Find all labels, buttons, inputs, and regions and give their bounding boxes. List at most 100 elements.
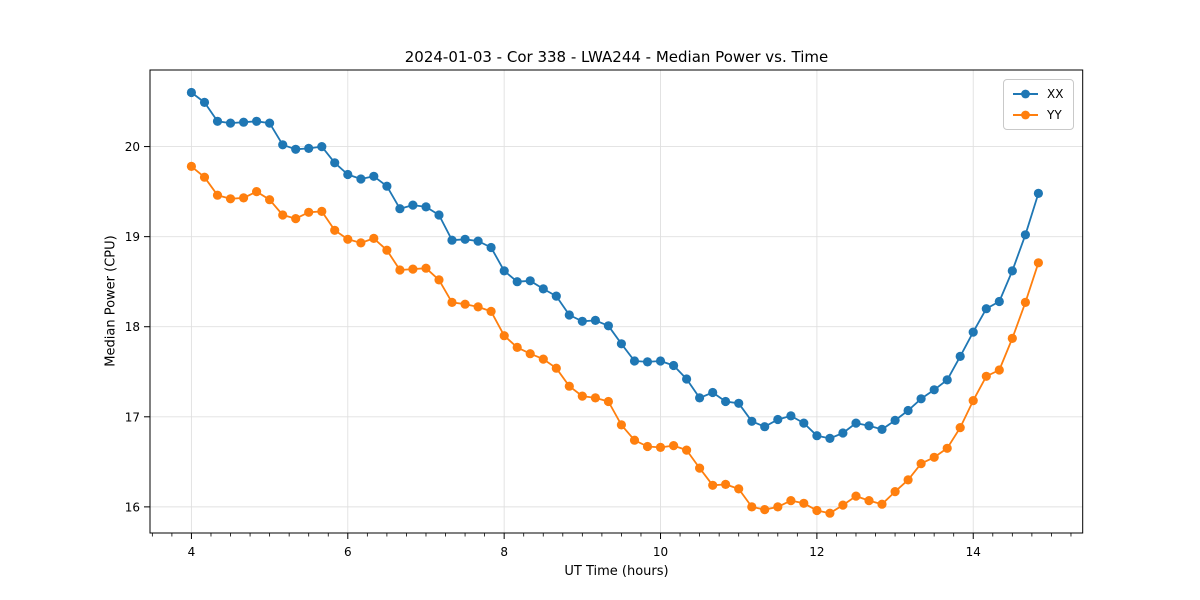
data-point-yy bbox=[395, 265, 405, 275]
data-point-xx bbox=[590, 315, 601, 325]
data-point-yy bbox=[864, 496, 874, 506]
legend-label-xx: XX bbox=[1047, 87, 1064, 101]
data-point-yy bbox=[590, 393, 601, 403]
data-point-xx bbox=[603, 321, 614, 331]
data-point-xx bbox=[369, 171, 379, 181]
data-point-yy bbox=[877, 499, 887, 509]
data-point-yy bbox=[616, 420, 627, 430]
y-tick-label: 20 bbox=[125, 140, 140, 154]
data-point-yy bbox=[1033, 258, 1043, 268]
data-point-yy bbox=[1007, 333, 1017, 343]
data-point-yy bbox=[968, 396, 978, 406]
data-point-yy bbox=[382, 245, 392, 255]
data-point-xx bbox=[1020, 230, 1030, 240]
data-point-xx bbox=[655, 356, 666, 366]
data-point-xx bbox=[786, 411, 796, 421]
data-point-yy bbox=[356, 238, 366, 248]
data-point-yy bbox=[981, 371, 991, 381]
data-point-xx bbox=[695, 393, 705, 403]
data-point-yy bbox=[408, 264, 418, 274]
series-yy-line bbox=[190, 165, 1040, 515]
data-point-yy bbox=[304, 207, 314, 217]
data-point-yy bbox=[212, 190, 223, 200]
data-point-yy bbox=[577, 391, 587, 401]
data-point-xx bbox=[773, 414, 783, 425]
data-point-xx bbox=[968, 327, 978, 337]
data-point-xx bbox=[721, 396, 731, 407]
data-point-xx bbox=[551, 291, 561, 301]
data-point-yy bbox=[460, 299, 470, 309]
data-point-yy bbox=[499, 331, 509, 341]
x-axis-label: UT Time (hours) bbox=[564, 564, 669, 579]
data-point-yy bbox=[786, 496, 796, 506]
data-point-xx bbox=[564, 310, 574, 320]
data-point-yy bbox=[278, 210, 288, 220]
data-point-yy bbox=[734, 484, 744, 494]
x-tick-label: 12 bbox=[809, 545, 824, 559]
x-tick-label: 4 bbox=[188, 545, 196, 559]
data-point-yy bbox=[1020, 297, 1030, 307]
data-point-xx bbox=[929, 385, 939, 395]
data-point-xx bbox=[812, 431, 822, 441]
data-point-xx bbox=[304, 143, 314, 153]
legend-line-marker-icon bbox=[1013, 110, 1038, 120]
data-point-xx bbox=[682, 374, 692, 384]
data-point-xx bbox=[942, 375, 952, 385]
data-point-xx bbox=[864, 421, 874, 431]
data-point-xx bbox=[747, 416, 757, 426]
data-point-xx bbox=[669, 360, 679, 371]
data-point-xx bbox=[186, 87, 196, 98]
data-point-xx bbox=[330, 158, 340, 168]
data-point-xx bbox=[382, 181, 392, 191]
data-point-xx bbox=[317, 142, 327, 152]
data-point-yy bbox=[343, 234, 353, 244]
data-point-xx bbox=[838, 428, 848, 438]
data-point-yy bbox=[551, 363, 561, 373]
data-point-yy bbox=[747, 502, 757, 512]
data-point-yy bbox=[825, 508, 835, 518]
data-point-xx bbox=[708, 387, 718, 398]
data-point-xx bbox=[760, 422, 770, 432]
data-point-yy bbox=[929, 452, 939, 462]
data-point-xx bbox=[629, 356, 640, 366]
data-point-xx bbox=[395, 204, 405, 214]
data-point-xx bbox=[278, 140, 288, 150]
data-point-yy bbox=[669, 441, 679, 451]
data-point-xx bbox=[577, 316, 587, 326]
data-point-xx bbox=[199, 97, 210, 107]
data-point-yy bbox=[773, 502, 783, 512]
data-point-yy bbox=[721, 479, 731, 489]
data-point-xx bbox=[473, 236, 483, 246]
data-point-xx bbox=[799, 418, 809, 428]
data-point-xx bbox=[955, 351, 965, 361]
data-point-yy bbox=[695, 463, 705, 473]
y-tick-label: 17 bbox=[125, 410, 140, 424]
data-point-yy bbox=[603, 396, 614, 407]
data-point-yy bbox=[434, 275, 444, 285]
data-point-yy bbox=[186, 161, 196, 171]
data-point-yy bbox=[512, 342, 522, 352]
data-point-yy bbox=[421, 263, 431, 273]
data-point-xx bbox=[538, 284, 548, 294]
data-point-yy bbox=[291, 214, 301, 224]
data-point-yy bbox=[239, 193, 249, 203]
data-point-yy bbox=[330, 225, 340, 235]
data-point-xx bbox=[642, 357, 653, 367]
data-point-xx bbox=[356, 174, 366, 184]
data-point-yy bbox=[629, 435, 640, 445]
data-point-yy bbox=[317, 206, 327, 216]
x-tick-label: 8 bbox=[500, 545, 508, 559]
data-point-yy bbox=[369, 233, 379, 243]
data-point-xx bbox=[1033, 188, 1043, 198]
legend-row-xx: XX bbox=[1012, 87, 1063, 101]
data-point-xx bbox=[252, 116, 262, 126]
data-point-xx bbox=[851, 418, 861, 428]
data-point-yy bbox=[994, 365, 1004, 375]
data-point-xx bbox=[877, 424, 887, 434]
data-point-xx bbox=[499, 266, 509, 276]
data-point-xx bbox=[916, 394, 926, 404]
data-point-yy bbox=[812, 505, 822, 516]
data-point-xx bbox=[239, 117, 249, 127]
data-point-xx bbox=[486, 242, 496, 253]
